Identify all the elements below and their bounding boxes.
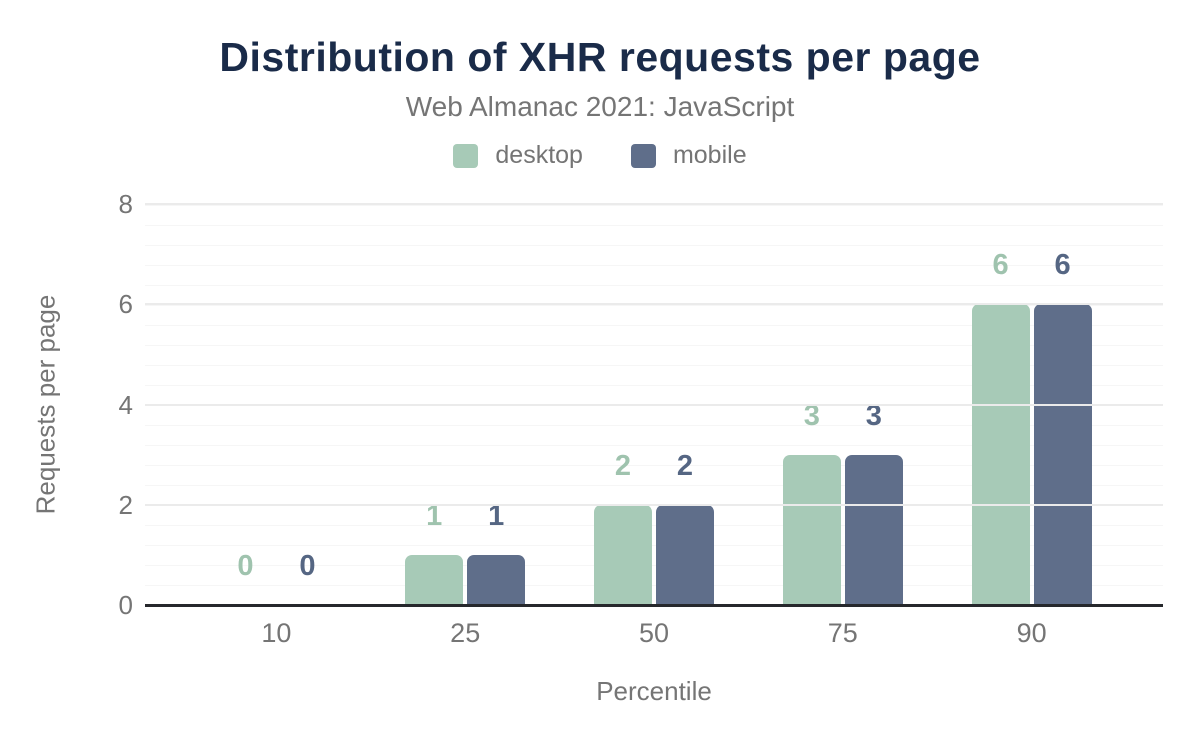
legend-item-mobile[interactable]: mobile bbox=[630, 141, 747, 170]
y-tick-label-2: 2 bbox=[118, 489, 133, 520]
y-tick-label-6: 6 bbox=[118, 289, 133, 320]
legend-label: mobile bbox=[672, 141, 747, 169]
y-tick-label-8: 8 bbox=[118, 189, 133, 219]
x-axis-title: Percentile bbox=[596, 676, 712, 706]
legend-swatch-desktop-icon bbox=[453, 143, 479, 168]
x-tick-label-90: 90 bbox=[1016, 618, 1047, 648]
gridline-y-2 bbox=[145, 503, 1163, 506]
gridline-y-8 bbox=[145, 203, 1163, 205]
bar-mobile-p90[interactable]: 6 bbox=[1033, 251, 1092, 605]
x-tick-label-50: 50 bbox=[638, 618, 670, 648]
bar-value-label-mobile-p50: 2 bbox=[676, 449, 694, 482]
legend-item-desktop[interactable]: desktop bbox=[453, 141, 583, 170]
y-axis-tick-labels: 0 2 4 6 8 bbox=[0, 189, 133, 620]
bar-mobile-p50[interactable]: 2 bbox=[655, 451, 714, 605]
bar-desktop-p25[interactable]: 1 bbox=[405, 501, 464, 605]
bar-desktop-p50[interactable]: 2 bbox=[593, 451, 652, 605]
bar-value-label-mobile-p25: 1 bbox=[488, 499, 505, 532]
bar-desktop-p75[interactable]: 3 bbox=[782, 401, 841, 605]
legend-label: desktop bbox=[495, 141, 583, 169]
x-axis-line bbox=[145, 604, 1163, 607]
chart-title: Distribution of XHR requests per page bbox=[219, 34, 981, 80]
x-tick-label-10: 10 bbox=[261, 618, 292, 648]
gridline-y-6 bbox=[145, 303, 1163, 306]
bar-value-label-desktop-p50: 2 bbox=[614, 449, 632, 482]
bar-desktop-p90[interactable]: 6 bbox=[971, 251, 1030, 605]
chart-subtitle: Web Almanac 2021: JavaScript bbox=[405, 91, 795, 122]
bar-value-label-mobile-p90: 6 bbox=[1054, 249, 1071, 282]
gridline-y-4 bbox=[145, 403, 1163, 406]
x-tick-label-25: 25 bbox=[450, 618, 481, 648]
bar-value-label-mobile-p75: 3 bbox=[865, 399, 882, 432]
x-axis-tick-labels: 10 25 50 75 90 bbox=[145, 618, 1163, 649]
bar-mobile-p75[interactable]: 3 bbox=[844, 401, 903, 605]
y-tick-label-0: 0 bbox=[118, 590, 133, 620]
legend-swatch-mobile-icon bbox=[630, 143, 656, 168]
x-tick-label-75: 75 bbox=[827, 618, 858, 648]
bar-mobile-p25[interactable]: 1 bbox=[467, 501, 526, 605]
bar-value-label-desktop-p10: 0 bbox=[237, 550, 254, 582]
bar-value-label-desktop-p75: 3 bbox=[803, 399, 820, 432]
bar-value-label-mobile-p10: 0 bbox=[299, 550, 316, 582]
bar-value-label-desktop-p25: 1 bbox=[426, 499, 443, 532]
bar-value-label-desktop-p90: 6 bbox=[992, 249, 1009, 282]
y-tick-label-4: 4 bbox=[118, 389, 133, 420]
legend: desktop mobile bbox=[0, 141, 1200, 170]
